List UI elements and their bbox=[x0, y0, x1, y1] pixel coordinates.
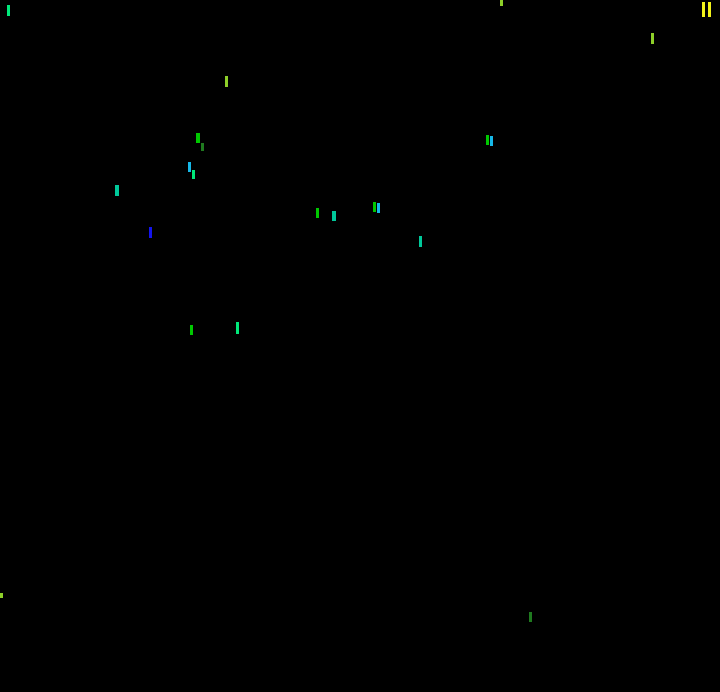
mark-top-center bbox=[500, 0, 503, 6]
mark-right-upper-1 bbox=[486, 135, 489, 145]
mark-cluster-b2 bbox=[192, 170, 195, 179]
mark-top-right-bar-b bbox=[708, 2, 711, 17]
mark-top-left bbox=[7, 5, 10, 16]
mark-lower-left-a bbox=[190, 325, 193, 335]
mark-cluster-b1 bbox=[188, 162, 191, 172]
mark-center-a bbox=[316, 208, 319, 218]
mark-center-right bbox=[419, 236, 422, 247]
mark-center-c2 bbox=[377, 203, 380, 213]
mark-left-mid bbox=[115, 185, 119, 196]
mark-upper-right bbox=[651, 33, 654, 44]
mark-cluster-a2 bbox=[201, 143, 204, 151]
mark-upper-left-a bbox=[225, 76, 228, 87]
mark-blue-left bbox=[149, 227, 152, 238]
mark-lower-left-b bbox=[236, 322, 239, 334]
mark-center-b bbox=[332, 211, 336, 221]
mark-top-right-bar-a bbox=[702, 2, 705, 17]
mark-right-upper-2 bbox=[490, 136, 493, 146]
mark-bottom-right bbox=[529, 612, 532, 622]
mark-bottom-left-dot bbox=[0, 593, 3, 598]
mark-cluster-a1 bbox=[196, 133, 200, 143]
mark-center-c1 bbox=[373, 202, 376, 212]
